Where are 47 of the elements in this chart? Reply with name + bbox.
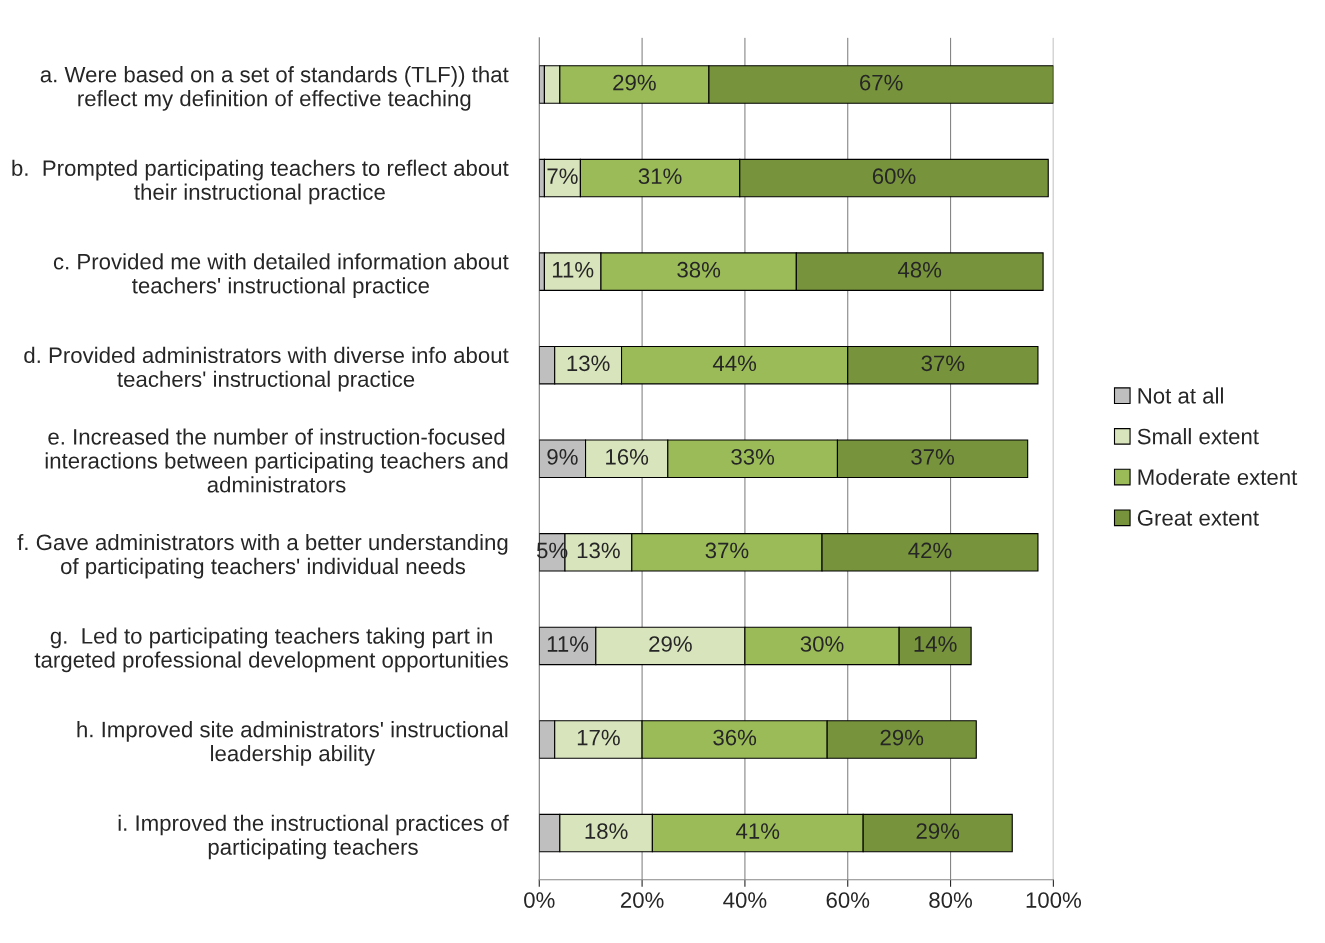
y-tick-label: a. Were based on a set of standards (TLF)) that reflect my definition of effective teaching xyxy=(40,66,509,111)
data-label: 13% xyxy=(577,542,620,559)
data-label: 29% xyxy=(613,74,656,91)
data-label: 38% xyxy=(677,261,721,278)
data-label: 44% xyxy=(712,355,757,372)
data-label: 36% xyxy=(713,729,757,746)
data-label: 7% xyxy=(547,168,578,184)
y-tick-label: g. Led to participating teachers taking part in targeted professional development opportunities xyxy=(34,627,508,673)
y-tick-label: f. Gave administrators with a better understanding of participating teachers' individual needs xyxy=(17,533,508,579)
data-label: 31% xyxy=(638,168,682,185)
data-label: 37% xyxy=(921,355,965,372)
data-label: 67% xyxy=(860,74,903,91)
y-tick-label: i. Improved the instructional practices of participating teachers xyxy=(118,814,509,860)
data-label: 13% xyxy=(567,355,610,372)
data-label: 29% xyxy=(916,823,960,839)
data-label: 29% xyxy=(649,636,692,652)
y-tick-label: e. Increased the number of instruction-focused interactions between participating teachers and administrators xyxy=(45,428,508,493)
y-tick-label: d. Provided administrators with diverse info about teachers' instructional practice xyxy=(24,346,509,392)
y-tick-label: h. Improved site administrators' instructional leadership ability xyxy=(77,721,508,766)
x-tick-label: 0% xyxy=(524,892,555,908)
data-label: 33% xyxy=(731,449,775,465)
data-label: 9% xyxy=(547,449,578,465)
legend-label: Small extent xyxy=(1137,428,1259,445)
data-label: 11% xyxy=(547,636,589,652)
x-tick-label: 80% xyxy=(929,892,972,908)
data-label: 17% xyxy=(577,729,620,746)
data-label: 48% xyxy=(897,261,942,278)
data-label: 60% xyxy=(872,168,916,185)
data-label: 14% xyxy=(914,636,957,652)
data-label: 41% xyxy=(736,823,780,839)
data-label: 16% xyxy=(606,449,649,465)
x-tick-label: 100% xyxy=(1026,892,1081,908)
data-label: 42% xyxy=(908,542,952,559)
data-label: 37% xyxy=(911,449,955,465)
legend-label: Not at all xyxy=(1138,387,1223,404)
data-label: 29% xyxy=(880,729,924,746)
x-tick-label: 40% xyxy=(723,892,767,908)
x-tick-label: 20% xyxy=(620,892,664,908)
data-label: 30% xyxy=(800,636,844,652)
y-tick-label: b. Prompted participating teachers to reflect about their instructional practice xyxy=(12,159,509,205)
y-tick-label: c. Provided me with detailed information about teachers' instructional practice xyxy=(53,253,509,298)
data-label: 11% xyxy=(552,261,594,278)
legend-label: Moderate extent xyxy=(1138,468,1298,486)
x-tick-label: 60% xyxy=(826,892,870,908)
data-label: 37% xyxy=(705,542,749,559)
data-label: 18% xyxy=(585,823,628,839)
legend-label: Great extent xyxy=(1137,510,1259,526)
